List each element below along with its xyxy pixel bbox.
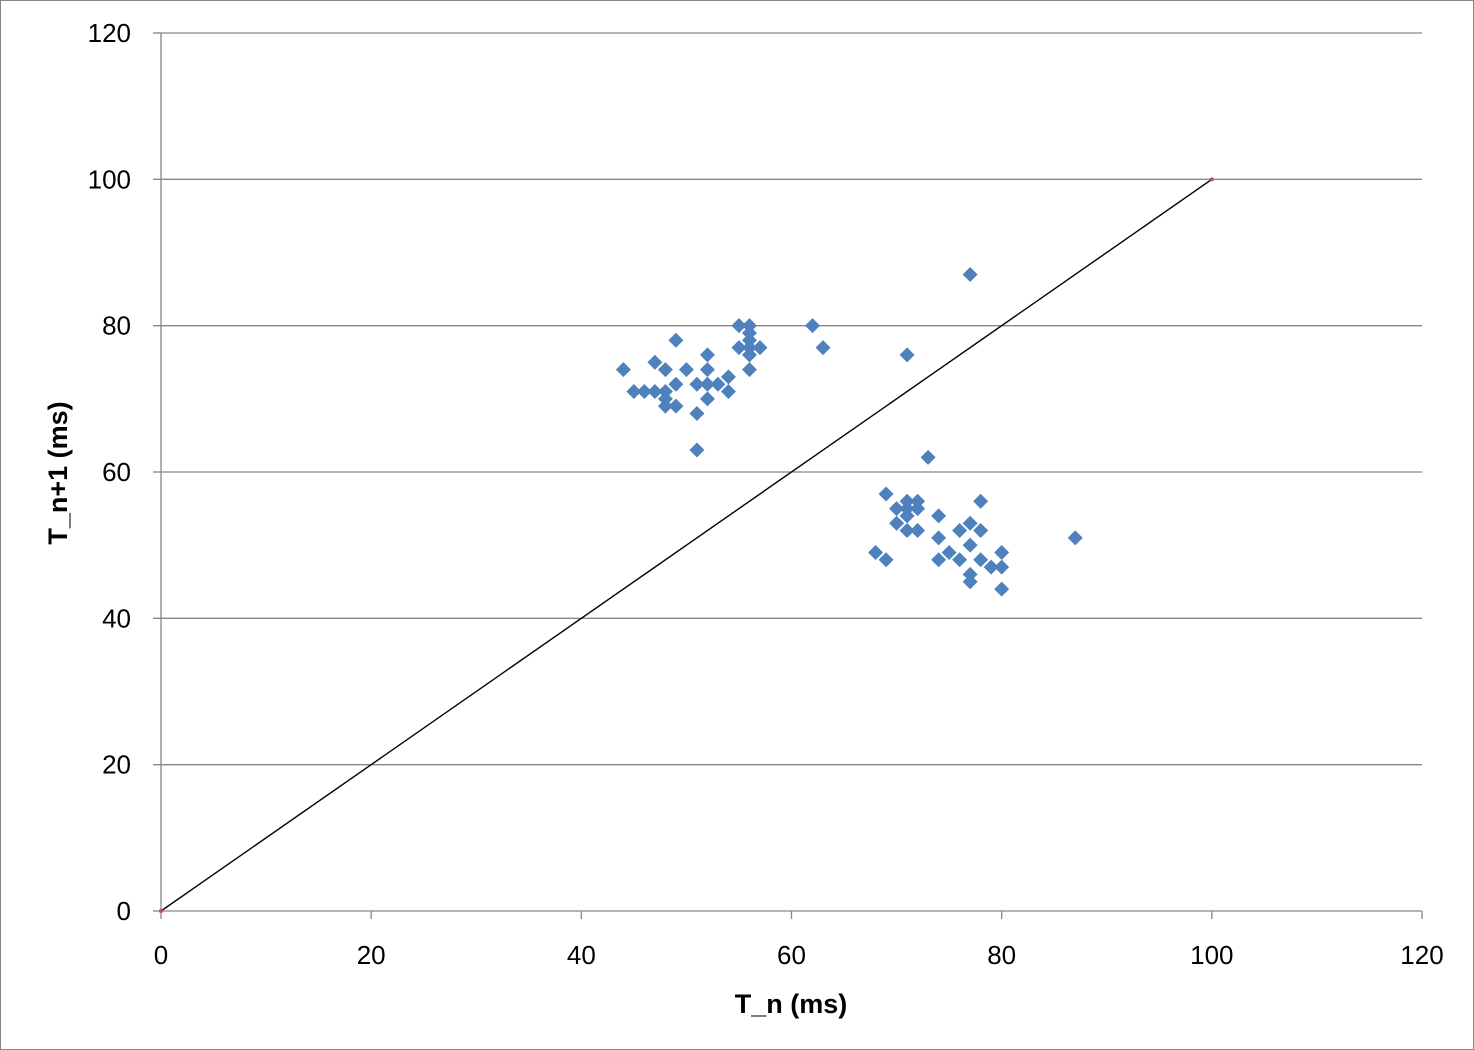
data-point <box>720 384 736 400</box>
y-tick-label: 100 <box>88 164 131 194</box>
y-tick-label: 80 <box>102 311 131 341</box>
data-point <box>720 369 736 385</box>
data-point <box>868 544 884 560</box>
data-point <box>689 376 705 392</box>
reference-line <box>159 177 1214 913</box>
x-axis-title: T_n (ms) <box>735 989 848 1019</box>
data-point <box>805 318 821 334</box>
data-point <box>973 493 989 509</box>
data-point <box>615 362 631 378</box>
data-point <box>952 552 968 568</box>
data-point <box>752 340 768 356</box>
data-point <box>973 523 989 539</box>
data-point <box>668 398 684 414</box>
data-point <box>699 391 715 407</box>
y-tick-label: 0 <box>117 896 131 926</box>
y-tick-label: 20 <box>102 750 131 780</box>
line-endpoint <box>1209 177 1214 182</box>
data-point <box>994 581 1010 597</box>
x-tick-label: 40 <box>567 940 596 970</box>
data-point <box>973 552 989 568</box>
data-point <box>1067 530 1083 546</box>
y-tick-label: 120 <box>88 18 131 48</box>
x-tick-label: 120 <box>1400 940 1443 970</box>
data-point <box>931 508 947 524</box>
x-tick-label: 100 <box>1190 940 1233 970</box>
data-point <box>657 362 673 378</box>
data-point <box>889 515 905 531</box>
data-point <box>647 384 663 400</box>
data-point <box>699 362 715 378</box>
axes <box>153 32 1423 919</box>
y-tick-label: 60 <box>102 457 131 487</box>
data-point <box>899 508 915 524</box>
data-point <box>689 442 705 458</box>
data-point <box>731 340 747 356</box>
data-point <box>899 523 915 539</box>
data-point <box>931 552 947 568</box>
y-axis-title: T_n+1 (ms) <box>43 401 73 544</box>
data-point <box>689 405 705 421</box>
data-points <box>615 266 1083 597</box>
data-point <box>994 559 1010 575</box>
data-point <box>910 523 926 539</box>
data-point <box>878 552 894 568</box>
data-point <box>699 376 715 392</box>
data-point <box>878 486 894 502</box>
data-point <box>994 544 1010 560</box>
data-point <box>647 354 663 370</box>
gridlines <box>161 32 1422 766</box>
data-point <box>626 384 642 400</box>
data-point <box>983 559 999 575</box>
line-endpoint <box>159 909 163 913</box>
data-point <box>668 332 684 348</box>
data-point <box>699 347 715 363</box>
data-point <box>815 340 831 356</box>
data-point <box>910 501 926 517</box>
data-point <box>962 515 978 531</box>
data-point <box>962 266 978 282</box>
x-tick-label: 20 <box>357 940 386 970</box>
data-point <box>741 347 757 363</box>
data-point <box>657 398 673 414</box>
x-tick-label: 0 <box>154 940 168 970</box>
x-tick-label: 80 <box>987 940 1016 970</box>
data-point <box>931 530 947 546</box>
data-point <box>962 537 978 553</box>
data-point <box>731 318 747 334</box>
data-point <box>741 362 757 378</box>
y-tick-label: 40 <box>102 603 131 633</box>
tick-labels: 0 20 40 60 80 100 120 0 20 40 60 80 100 120 <box>88 18 1444 970</box>
data-point <box>920 449 936 465</box>
data-point <box>710 376 726 392</box>
data-point <box>636 384 652 400</box>
data-point <box>899 347 915 363</box>
data-point <box>889 501 905 517</box>
x-tick-label: 60 <box>777 940 806 970</box>
data-point <box>952 523 968 539</box>
data-point <box>678 362 694 378</box>
data-point <box>941 544 957 560</box>
data-point <box>962 574 978 590</box>
data-point <box>668 376 684 392</box>
identity-line <box>160 178 1213 912</box>
